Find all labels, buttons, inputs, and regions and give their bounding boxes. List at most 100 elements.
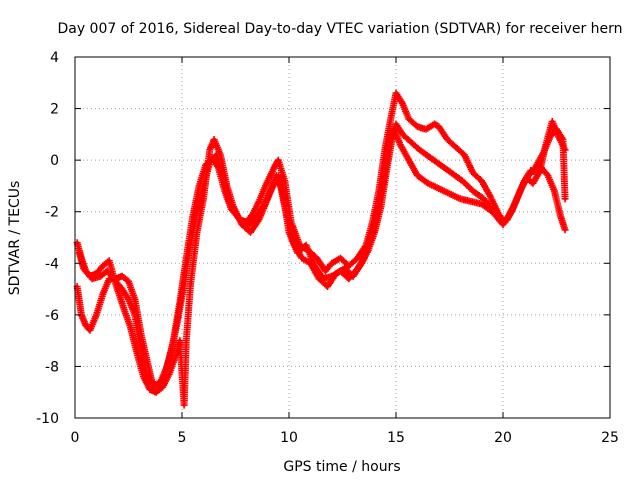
data-point [507, 212, 512, 216]
data-point [409, 140, 413, 144]
data-point [400, 132, 405, 136]
data-point [447, 192, 452, 196]
data-point [300, 256, 304, 260]
data-point [400, 101, 405, 106]
data-point [546, 174, 550, 178]
x-tick-label: 10 [280, 430, 298, 446]
data-point [81, 266, 86, 271]
data-point [415, 125, 419, 129]
data-point [469, 199, 473, 203]
data-point [424, 127, 428, 131]
y-tick-label: -4 [45, 256, 59, 272]
data-point [542, 150, 546, 155]
data-point [426, 181, 430, 185]
data-point [287, 230, 291, 234]
data-point [552, 189, 556, 193]
data-point [257, 217, 261, 222]
data-point [330, 274, 334, 278]
data-point [107, 277, 111, 281]
data-point [407, 158, 411, 162]
data-point [554, 127, 559, 131]
data-point [338, 269, 342, 273]
data-point [105, 269, 109, 273]
data-point [450, 171, 454, 175]
y-tick-label: 2 [50, 102, 59, 118]
data-point [188, 241, 193, 245]
series-track-2 [73, 125, 569, 391]
data-point [520, 184, 524, 188]
data-point [135, 351, 139, 356]
series-track-1 [73, 89, 569, 391]
data-point [398, 143, 402, 147]
data-point [394, 91, 398, 95]
y-axis-label: SDTVAR / TECUs [7, 181, 23, 296]
data-point [99, 274, 103, 278]
x-tick-label: 20 [494, 430, 512, 446]
data-point [531, 181, 535, 185]
data-point [347, 264, 351, 268]
data-point [330, 261, 334, 265]
data-point [141, 375, 146, 379]
data-point [533, 166, 537, 170]
data-point [184, 339, 188, 343]
data-point [195, 230, 199, 234]
y-tick-label: -8 [45, 359, 59, 375]
data-point [492, 210, 497, 214]
data-point [548, 135, 552, 139]
data-point [167, 372, 171, 376]
data-point [201, 197, 205, 201]
data-point [248, 230, 253, 234]
data-point [390, 112, 394, 116]
data-point [77, 251, 81, 255]
data-point [182, 403, 186, 407]
data-markers [73, 89, 569, 391]
data-point [304, 243, 308, 247]
data-point [454, 145, 458, 149]
x-tick-label: 0 [71, 430, 80, 446]
plot-frame [74, 56, 611, 419]
data-point [362, 256, 366, 260]
data-point [323, 269, 327, 273]
data-point [313, 264, 317, 268]
data-point [169, 349, 173, 353]
data-point [120, 287, 124, 291]
data-point [122, 308, 126, 312]
data-point [276, 158, 280, 162]
data-point [458, 197, 462, 201]
axis-ticks: 0 5 10 15 20 25 -10 -8 -6 -4 -2 0 2 4 [36, 50, 619, 446]
data-point [428, 155, 432, 160]
data-point [163, 372, 167, 376]
data-point [343, 266, 347, 271]
data-point [298, 243, 302, 247]
data-point [347, 277, 351, 281]
series-track-3 [75, 120, 569, 409]
y-tick-label: -10 [36, 411, 59, 427]
data-point [417, 148, 422, 152]
x-axis-label: GPS time / hours [283, 459, 400, 475]
data-markers [73, 125, 569, 391]
x-tick-label: 5 [178, 430, 187, 446]
y-tick-label: 0 [50, 153, 59, 169]
data-point [240, 223, 244, 227]
data-point [88, 274, 92, 278]
y-tick-label: 4 [50, 50, 59, 66]
data-point [178, 339, 182, 343]
y-tick-label: -2 [45, 205, 59, 221]
x-tick-label: 15 [387, 430, 405, 446]
data-point [471, 189, 475, 193]
data-point [257, 199, 261, 203]
data-point [114, 282, 118, 286]
data-point [407, 117, 411, 121]
data-point [563, 228, 567, 232]
data-point [514, 199, 518, 203]
data-point [488, 194, 492, 198]
data-point [471, 171, 475, 175]
data-point [415, 174, 419, 178]
data-point [75, 241, 79, 245]
data-point [75, 284, 79, 289]
data-point [266, 197, 270, 201]
data-point [482, 197, 486, 201]
data-point [550, 119, 554, 124]
chart-title: Day 007 of 2016, Sidereal Day-to-day VTE… [57, 21, 622, 37]
